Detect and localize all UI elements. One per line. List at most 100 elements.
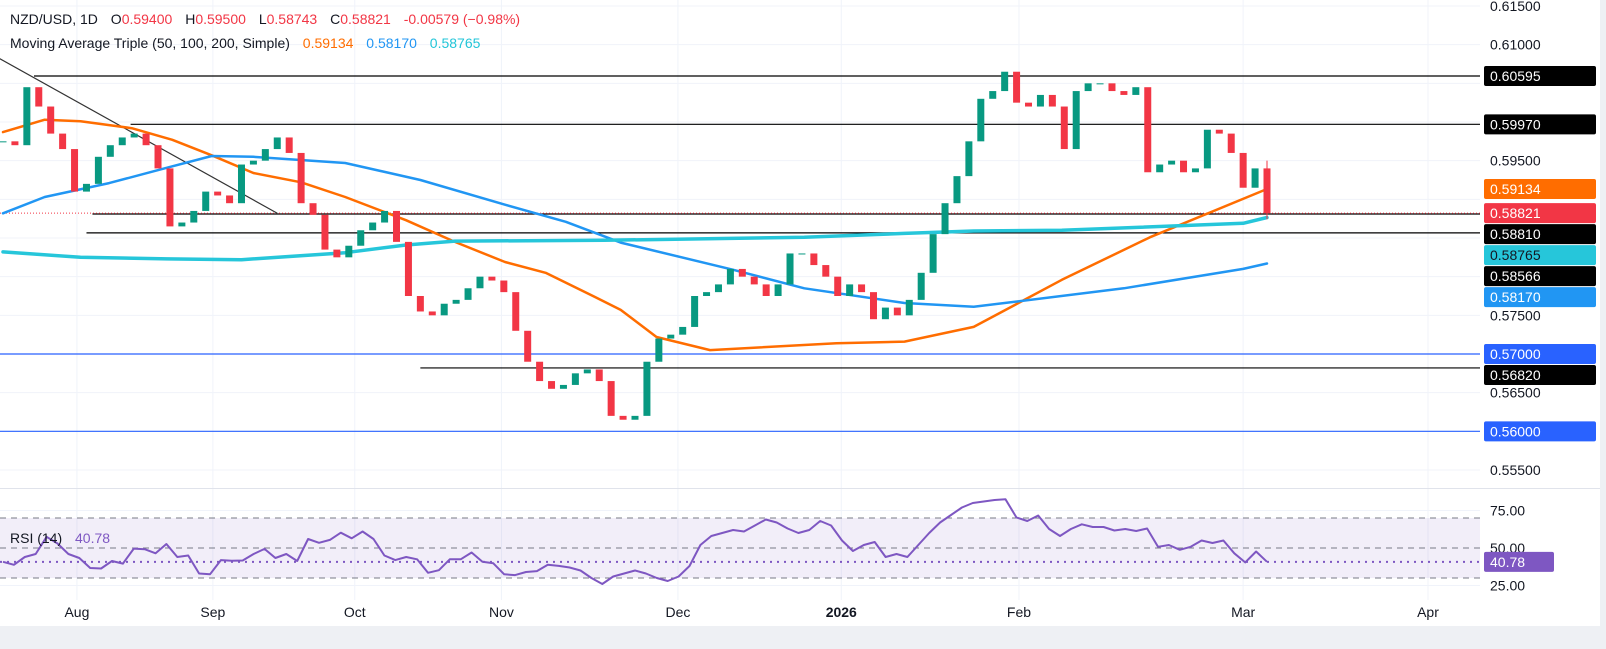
candle-down (1227, 133, 1235, 153)
candle-up (130, 133, 138, 138)
price-axis[interactable]: 75.0050.0025.0040.780.605950.599700.5913… (1484, 0, 1596, 594)
price-tag-0.60595 (1484, 65, 1596, 86)
candle-up (345, 245, 353, 258)
candle-down (1025, 102, 1033, 107)
candle-up (249, 160, 257, 165)
chart-frame-bottom (0, 626, 1606, 649)
candle-up (1072, 91, 1080, 150)
rsi-value: 40.78 (75, 530, 111, 546)
candle-down (142, 133, 150, 146)
price-axis-label: 0.61000 (1490, 37, 1541, 53)
candle-down (810, 253, 818, 266)
candle-up (357, 230, 365, 246)
ma-legend[interactable]: Moving Average Triple (50, 100, 200, Sim… (10, 35, 480, 51)
time-tick-label: 2026 (826, 604, 857, 620)
candle-down (1120, 91, 1128, 95)
price-tag-0.56000 (1484, 421, 1596, 442)
price-tag-label: 0.60595 (1490, 68, 1541, 84)
rsi-legend[interactable]: RSI (14) 40.78 (10, 530, 110, 546)
candle-up (476, 276, 484, 289)
horizontal-levels[interactable] (0, 58, 1480, 432)
candle-up (667, 334, 675, 339)
ma-line-ma100 (1, 154, 1269, 309)
chart-frame-right (1600, 0, 1606, 649)
candle-down (834, 276, 842, 296)
low-label: L (258, 11, 267, 27)
price-axis-label: 0.61500 (1490, 0, 1541, 14)
symbol-legend[interactable]: NZD/USD, 1D O0.59400 H0.59500 L0.58743 C… (10, 11, 520, 27)
candle-up (94, 156, 102, 184)
price-tag-0.56820 (1484, 365, 1596, 385)
candle-down (1215, 129, 1223, 134)
price-tag-label: 0.56000 (1490, 423, 1541, 439)
candle-down (524, 330, 532, 362)
candle-up (989, 91, 997, 99)
candle-up (655, 338, 663, 362)
rsi-value-tag-label: 40.78 (1490, 554, 1525, 570)
price-tag-label: 0.58821 (1490, 205, 1541, 221)
candle-down (416, 296, 424, 312)
candle-up (202, 191, 210, 211)
candle-down (226, 195, 234, 204)
candle-down (762, 284, 770, 296)
candle-up (714, 284, 722, 293)
price-tag-0.59134 (1484, 178, 1596, 199)
candle-up (190, 210, 198, 223)
candle-up (440, 303, 448, 316)
candle-up (1251, 168, 1259, 188)
candle-down (1048, 94, 1056, 107)
candle-up (261, 149, 269, 161)
rsi-axis-label: 25.00 (1490, 578, 1525, 594)
rsi-value-tag (1484, 551, 1554, 572)
candle-down (285, 137, 293, 153)
candle-up (726, 268, 734, 285)
candle-down (47, 106, 55, 134)
candle-up (774, 284, 782, 296)
pane-separator[interactable] (0, 488, 1600, 489)
candle-down (214, 191, 222, 196)
time-tick-label: Dec (665, 604, 690, 620)
moving-averages (1, 118, 1269, 352)
candle-up (703, 292, 711, 296)
candle-down (1108, 83, 1116, 92)
ma-line-ma50 (1, 118, 1269, 352)
candle-up (965, 141, 973, 177)
candle-down (333, 249, 341, 258)
price-tag-label: 0.57000 (1490, 346, 1541, 362)
price-tag-label: 0.58566 (1490, 268, 1541, 284)
price-tag-0.59970 (1484, 114, 1596, 135)
candle-down (893, 307, 901, 316)
candle-down (548, 381, 556, 389)
candle-up (583, 369, 591, 374)
candle-down (595, 369, 603, 382)
close-label: C (330, 11, 341, 27)
candle-down (404, 241, 412, 296)
price-tag-label: 0.59134 (1490, 181, 1541, 197)
symbol-title: NZD/USD, 1D (10, 11, 98, 27)
candle-down (858, 284, 866, 293)
time-tick-label: Aug (64, 604, 89, 620)
candle-down (500, 280, 508, 293)
ma-title: Moving Average Triple (50, 100, 200, Sim… (10, 35, 290, 51)
candle-down (750, 276, 758, 285)
candle-up (452, 299, 460, 304)
high-label: H (185, 11, 196, 27)
candle-up (571, 373, 579, 385)
candle-up (178, 222, 186, 227)
time-tick-label: Nov (489, 604, 514, 620)
candle-down (35, 87, 43, 107)
candle-down (1263, 168, 1271, 214)
candle-down (536, 361, 544, 382)
candle-up (1203, 129, 1211, 169)
trendline[interactable] (0, 58, 278, 214)
candle-down (738, 268, 746, 277)
rsi-title: RSI (14) (10, 530, 63, 546)
candle-down (297, 152, 305, 204)
candle-up (798, 253, 806, 255)
ma-line-ma200 (1, 215, 1269, 262)
candle-down (59, 133, 67, 150)
time-axis[interactable]: Aug Sep Oct Nov Dec 2026 Feb Mar Apr (64, 604, 1439, 620)
candle-up (1191, 168, 1199, 173)
